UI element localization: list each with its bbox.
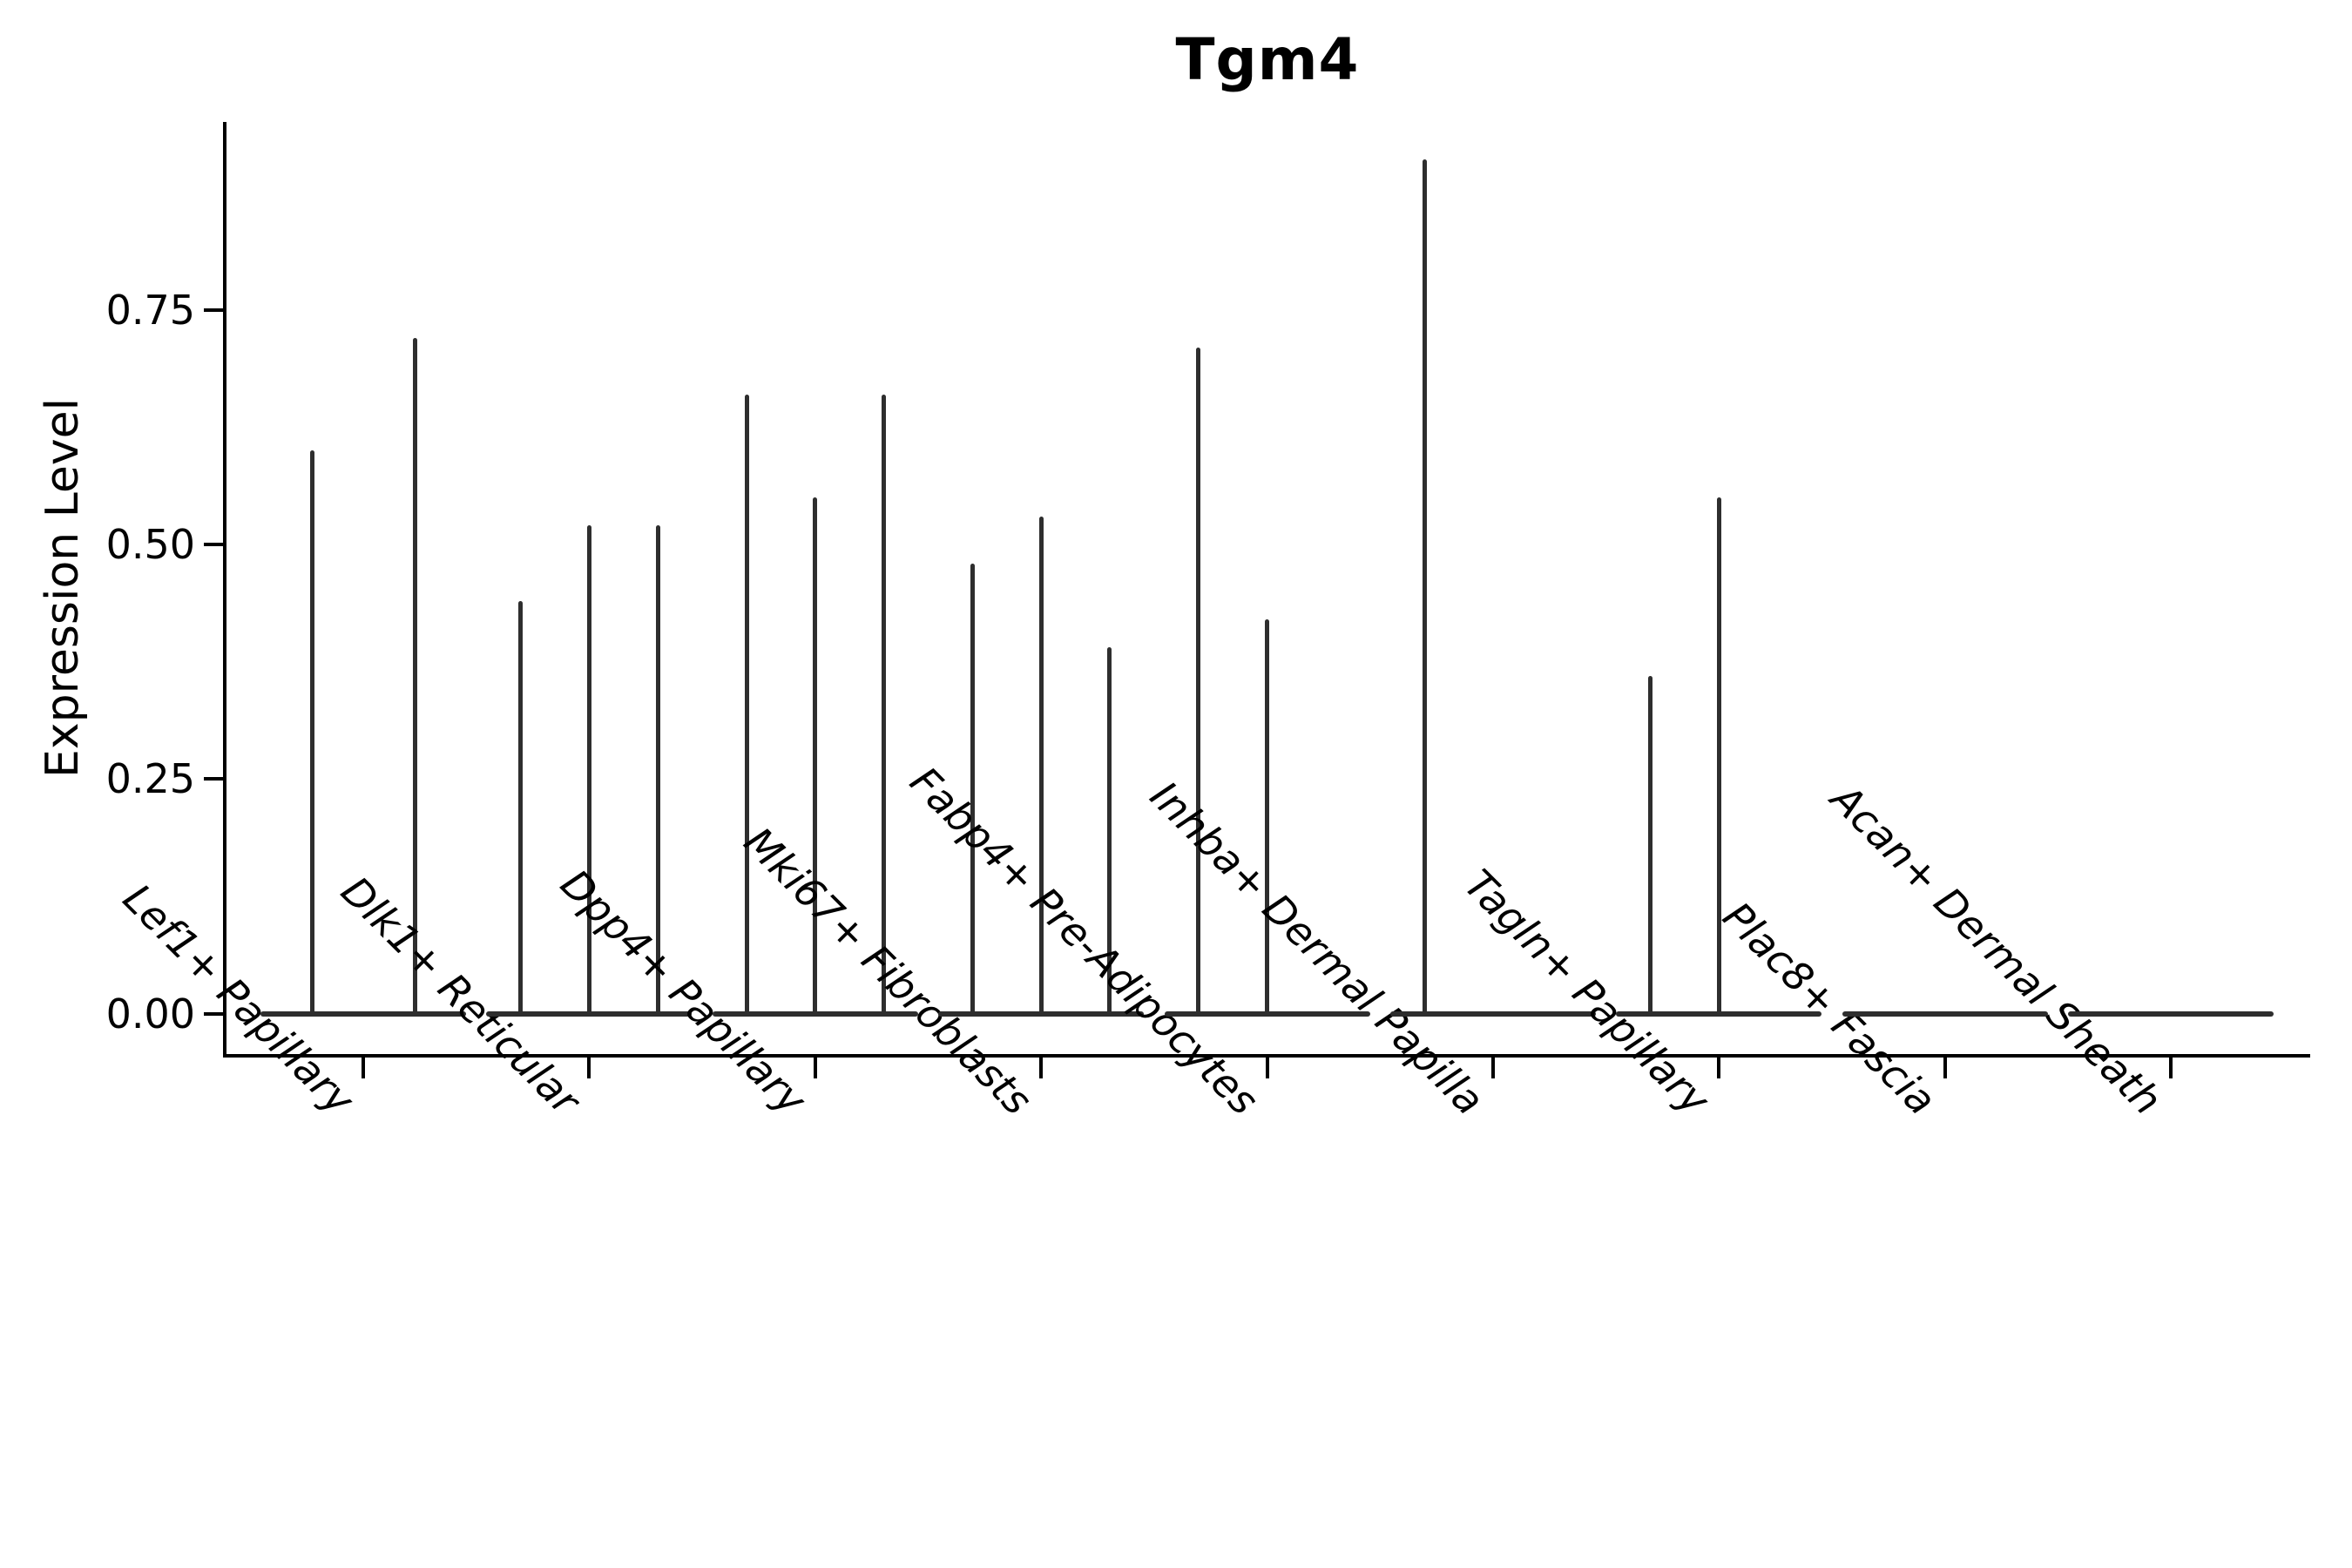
- violin-spike: [1107, 647, 1112, 1014]
- violin-spike: [1196, 347, 1201, 1014]
- violin-spike: [1422, 159, 1427, 1014]
- x-axis-tick: [813, 1058, 817, 1078]
- violin-baseline: [712, 1010, 918, 1017]
- violin-baseline: [1164, 1010, 1370, 1017]
- y-axis-tick: [204, 777, 223, 781]
- violin-spike: [813, 497, 818, 1014]
- y-axis-tick: [204, 308, 223, 312]
- x-axis-bottom-spine: [223, 1054, 2310, 1058]
- violin-spike: [586, 525, 591, 1014]
- violin-baseline: [260, 1010, 466, 1017]
- violin-spike: [518, 600, 524, 1014]
- violin-spike: [970, 563, 976, 1014]
- violin-spike: [881, 394, 886, 1014]
- x-tick-label: Plac8+ Fascia: [1713, 892, 1945, 1125]
- y-tick-label: 0.00: [105, 990, 195, 1037]
- x-axis-tick: [587, 1058, 591, 1078]
- violin-spike: [412, 338, 417, 1014]
- violin-spike: [1038, 516, 1044, 1014]
- violin-baseline: [938, 1010, 1145, 1017]
- x-axis-tick: [1943, 1058, 1947, 1078]
- violin-baseline: [486, 1010, 693, 1017]
- x-axis-tick: [1717, 1058, 1721, 1078]
- y-axis-label: Expression Level: [37, 397, 89, 779]
- violin-baseline: [1616, 1010, 1822, 1017]
- x-tick-label: Tagln+ Papillary: [1456, 860, 1720, 1125]
- x-axis-tick: [362, 1058, 365, 1078]
- violin-spike: [1648, 675, 1653, 1014]
- violin-baseline: [2068, 1010, 2274, 1017]
- violin-baseline: [1842, 1010, 2048, 1017]
- x-tick-label: Dlk1+ Reticular: [332, 867, 590, 1125]
- y-tick-label: 0.25: [105, 755, 195, 803]
- x-axis-tick: [1491, 1058, 1495, 1078]
- y-axis-tick: [204, 1011, 223, 1016]
- x-axis-tick: [1265, 1058, 1269, 1078]
- chart-title: Tgm4: [1175, 26, 1360, 93]
- violin-spike: [309, 450, 314, 1014]
- x-axis-tick: [1039, 1058, 1044, 1078]
- violin-spike: [1265, 619, 1270, 1014]
- violin-spike: [1716, 497, 1721, 1014]
- y-tick-label: 0.50: [105, 521, 195, 568]
- y-axis-tick: [204, 543, 223, 546]
- violin-spike: [655, 525, 660, 1014]
- violin-baseline: [1390, 1010, 1596, 1017]
- x-axis-tick: [2169, 1058, 2173, 1078]
- y-tick-label: 0.75: [105, 286, 195, 334]
- violin-spike: [744, 394, 749, 1014]
- y-axis-left-spine: [223, 122, 226, 1058]
